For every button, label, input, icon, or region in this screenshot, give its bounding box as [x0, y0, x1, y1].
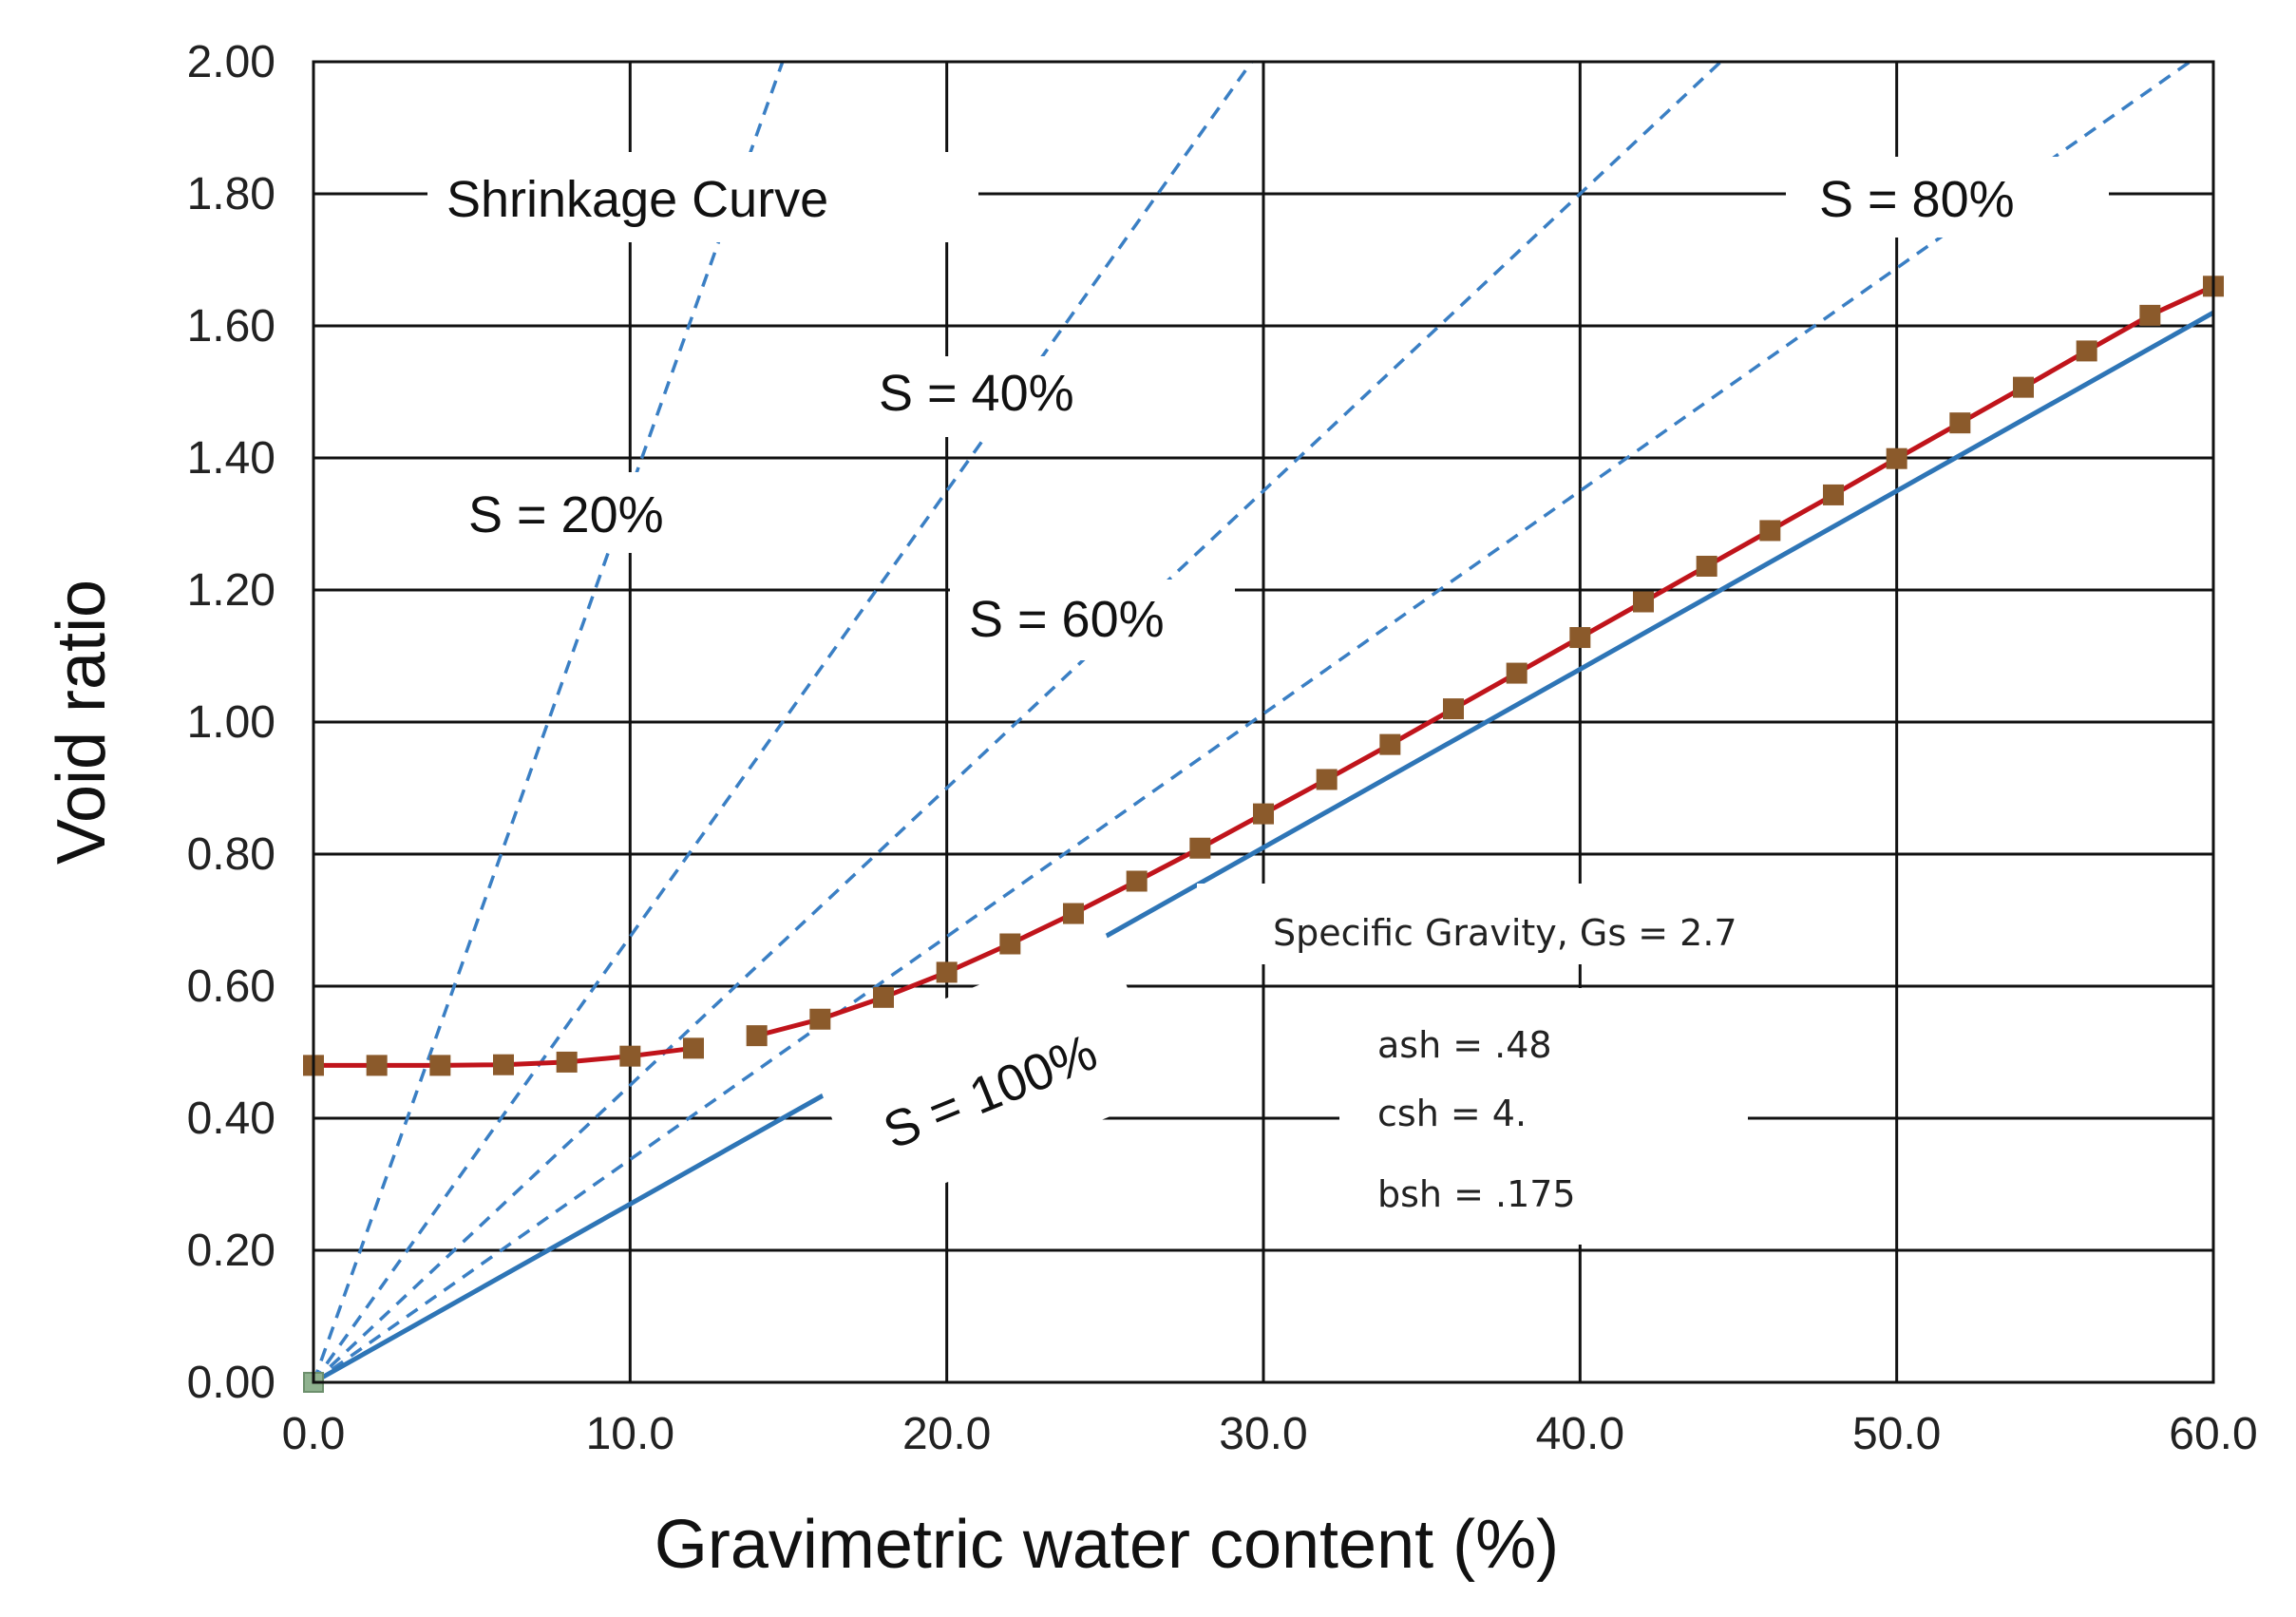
data-point-23 — [1759, 520, 1781, 542]
data-point-14 — [1189, 837, 1211, 859]
label-backgrounds — [427, 152, 2109, 1245]
y-tick-9: 1.80 — [187, 169, 275, 219]
data-point-28 — [2076, 340, 2097, 362]
data-point-10 — [936, 961, 958, 983]
data-point-26 — [1949, 412, 1971, 434]
y-tick-10: 2.00 — [187, 37, 275, 87]
data-point-27 — [2013, 376, 2034, 398]
y-tick-2: 0.40 — [187, 1094, 275, 1144]
data-point-8 — [809, 1008, 831, 1030]
y-tick-4: 0.80 — [187, 829, 275, 880]
label-ash: ash = .48 — [1377, 1024, 1552, 1066]
y-tick-3: 0.60 — [187, 961, 275, 1012]
data-point-17 — [1379, 733, 1401, 755]
data-point-24 — [1823, 484, 1844, 505]
x-tick-4: 40.0 — [1536, 1409, 1624, 1459]
saturation-line-60 — [312, 60, 1722, 1384]
x-tick-6: 60.0 — [2169, 1409, 2257, 1459]
data-point-29 — [2139, 304, 2161, 326]
data-point-21 — [1633, 591, 1654, 613]
saturation-line-40 — [312, 60, 1254, 1384]
saturation-line-100 — [312, 310, 2215, 1385]
y-tick-labels: 0.00 0.20 0.40 0.60 0.80 1.00 1.20 1.40 1.60 1.80… — [187, 37, 275, 1408]
x-tick-2: 20.0 — [902, 1409, 991, 1459]
data-point-13 — [1126, 870, 1148, 892]
y-tick-0: 0.00 — [187, 1358, 275, 1408]
data-point-5 — [619, 1045, 641, 1067]
data-point-25 — [1886, 447, 1907, 469]
data-point-20 — [1569, 627, 1591, 649]
y-tick-6: 1.20 — [187, 565, 275, 616]
x-tick-0: 0.0 — [282, 1409, 346, 1459]
data-point-1 — [366, 1055, 388, 1076]
x-axis-label: Gravimetric water content (%) — [655, 1507, 1559, 1583]
x-tick-3: 30.0 — [1219, 1409, 1307, 1459]
saturation-line-80 — [312, 60, 2192, 1384]
label-specific-gravity: Specific Gravity, Gs = 2.7 — [1273, 912, 1737, 954]
series-layer — [303, 276, 2224, 1393]
data-point-16 — [1316, 769, 1338, 790]
x-tick-5: 50.0 — [1852, 1409, 1941, 1459]
saturation-lines — [312, 60, 2215, 1385]
y-tick-8: 1.60 — [187, 301, 275, 352]
x-tick-1: 10.0 — [586, 1409, 674, 1459]
data-point-9 — [873, 986, 894, 1008]
y-tick-1: 0.20 — [187, 1226, 275, 1276]
y-tick-7: 1.40 — [187, 433, 275, 484]
data-point-11 — [999, 933, 1021, 955]
chart-title: Shrinkage Curve — [446, 171, 828, 228]
data-point-2 — [429, 1055, 451, 1076]
label-s20: S = 20% — [468, 486, 664, 543]
data-point-7 — [746, 1025, 768, 1047]
data-point-6 — [683, 1037, 704, 1059]
saturation-line-20 — [312, 61, 785, 1383]
y-tick-5: 1.00 — [187, 697, 275, 748]
label-bsh: bsh = .175 — [1377, 1173, 1576, 1215]
data-point-22 — [1696, 555, 1717, 577]
plot-frame — [312, 60, 2215, 1384]
data-point-3 — [493, 1054, 514, 1075]
x-tick-labels: 0.0 10.0 20.0 30.0 40.0 50.0 60.0 — [282, 1409, 2258, 1459]
label-csh: csh = 4. — [1377, 1093, 1527, 1134]
series-line-segment-1 — [756, 284, 2215, 1038]
label-s40: S = 40% — [879, 365, 1074, 422]
data-point-19 — [1506, 662, 1528, 684]
data-point-4 — [556, 1051, 578, 1073]
data-point-18 — [1443, 698, 1464, 720]
y-axis-label: Void ratio — [44, 580, 120, 865]
data-point-12 — [1063, 903, 1084, 924]
label-s60: S = 60% — [969, 591, 1165, 648]
data-point-15 — [1253, 803, 1274, 825]
label-s80: S = 80% — [1819, 171, 2015, 228]
